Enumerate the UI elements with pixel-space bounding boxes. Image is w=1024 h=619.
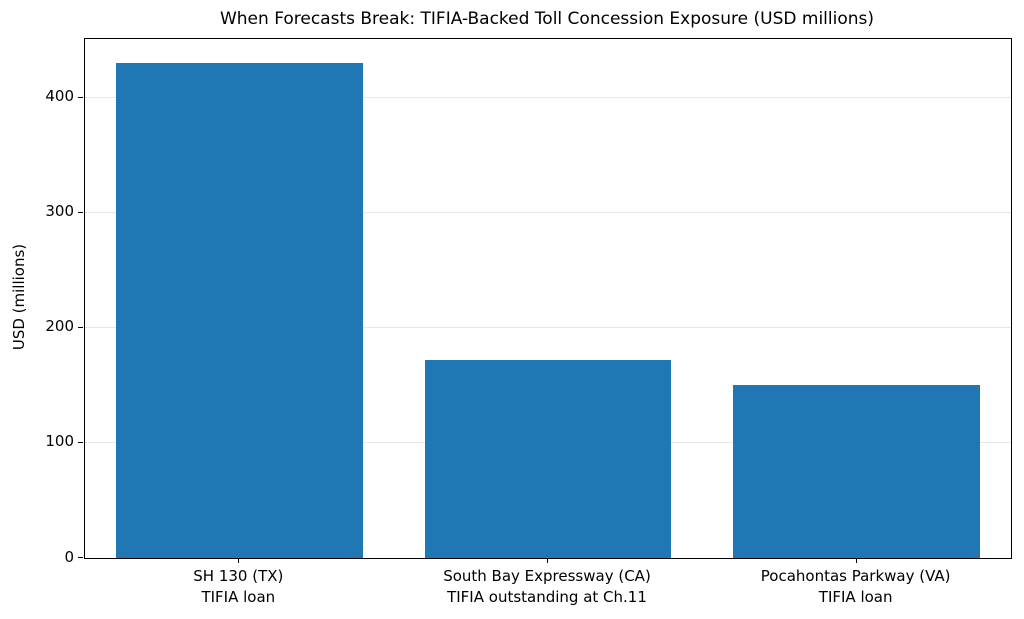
plot-area: [84, 38, 1012, 559]
y-tick-mark: [78, 441, 83, 443]
x-tick-label: South Bay Expressway (CA) TIFIA outstandi…: [347, 566, 747, 608]
x-tick-label-line: TIFIA loan: [201, 588, 276, 606]
gridline-y-300: [85, 212, 1011, 214]
x-tick-label: SH 130 (TX) TIFIA loan: [38, 566, 438, 608]
chart-title: When Forecasts Break: TIFIA-Backed Toll …: [219, 9, 875, 29]
bar-2: [733, 385, 981, 558]
x-tick-label-line: TIFIA loan: [818, 588, 893, 606]
y-tick-mark: [78, 557, 83, 558]
bar-1: [424, 360, 672, 558]
y-tick-label: 300: [45, 202, 74, 221]
y-tick-mark: [78, 326, 83, 328]
x-tick-mark: [547, 558, 548, 563]
x-tick-label: Pocahontas Parkway (VA) TIFIA loan: [656, 566, 1024, 608]
x-tick-mark: [238, 558, 240, 563]
gridline-y-200: [85, 327, 1011, 329]
y-tick-label: 400: [45, 87, 74, 106]
y-axis-label: USD (millions): [10, 243, 28, 351]
y-tick-label: 100: [45, 432, 74, 451]
x-tick-label-line: SH 130 (TX): [193, 567, 284, 585]
x-tick-label-line: TIFIA outstanding at Ch.11: [447, 588, 647, 606]
y-tick-mark: [78, 211, 83, 213]
y-tick-label: 0: [64, 547, 74, 566]
x-tick-mark: [855, 558, 857, 563]
x-tick-label-line: South Bay Expressway (CA): [443, 567, 651, 585]
gridline-y-400: [85, 97, 1011, 99]
bar-0: [115, 63, 363, 558]
y-tick-label: 200: [45, 317, 74, 336]
y-tick-mark: [78, 96, 83, 98]
x-tick-label-line: Pocahontas Parkway (VA): [760, 567, 951, 585]
